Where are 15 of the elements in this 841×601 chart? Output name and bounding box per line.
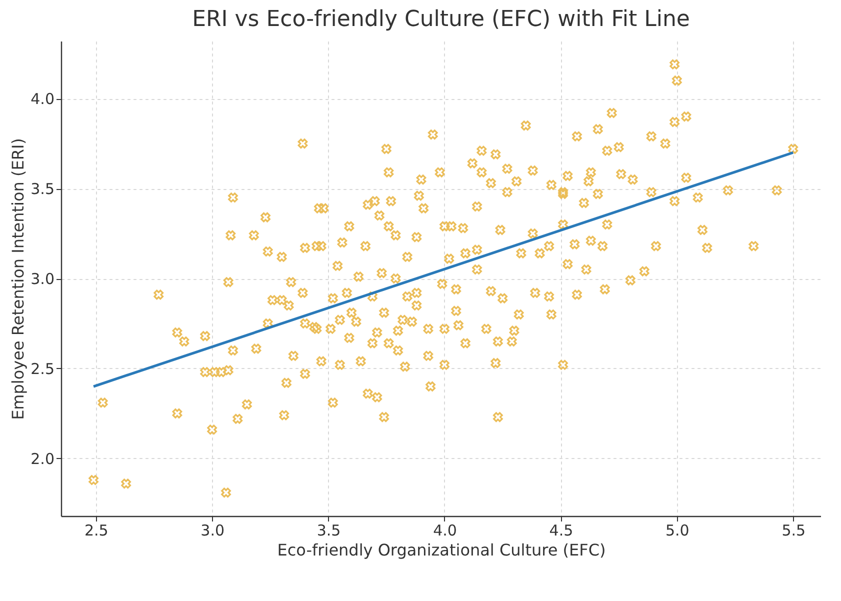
x-tick-label: 2.5 [84,522,108,540]
y-tick-label: 3.0 [30,270,54,288]
x-tick-label: 3.5 [316,522,341,540]
x-tick-label: 4.0 [433,522,457,540]
x-tick-label: 5.5 [782,522,806,540]
y-tick-label: 2.5 [30,360,54,378]
y-tick-label: 3.5 [30,180,54,198]
x-tick-label: 5.0 [665,522,690,540]
x-tick-label: 3.0 [200,522,224,540]
y-tick-label: 2.0 [30,450,54,468]
y-axis-title: Employee Retention Intention (ERI) [8,138,28,420]
chart-title: ERI vs Eco-friendly Culture (EFC) with Fit Line [192,7,690,32]
x-tick-label: 4.5 [549,522,574,540]
y-tick-label: 4.0 [30,90,54,108]
x-axis-title: Eco-friendly Organizational Culture (EFC) [277,540,606,560]
